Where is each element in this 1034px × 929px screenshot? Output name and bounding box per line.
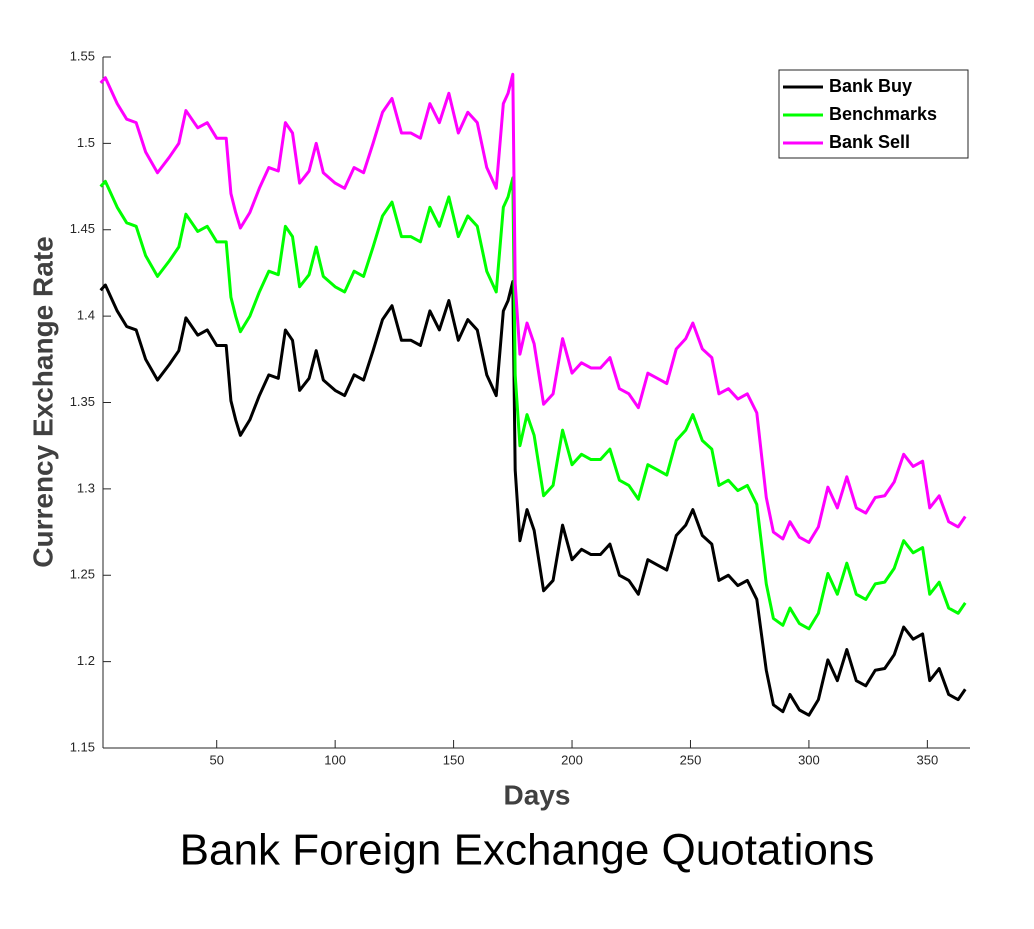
legend-label: Bank Buy xyxy=(829,76,912,96)
y-tick-label: 1.35 xyxy=(70,394,95,409)
x-tick-label: 300 xyxy=(798,752,820,767)
series-line xyxy=(99,176,967,631)
y-tick-label: 1.5 xyxy=(77,135,95,150)
x-tick-label: 350 xyxy=(917,752,939,767)
y-tick-label: 1.15 xyxy=(70,739,95,754)
y-tick-label: 1.45 xyxy=(70,221,95,236)
x-tick-label: 150 xyxy=(443,752,465,767)
x-tick-label: 200 xyxy=(561,752,583,767)
x-axis-label: Days xyxy=(504,779,571,810)
legend-label: Bank Sell xyxy=(829,132,910,152)
y-axis-label: Currency Exchange Rate xyxy=(27,236,58,567)
y-tick-label: 1.3 xyxy=(77,480,95,495)
series-line xyxy=(99,72,967,544)
y-tick-label: 1.55 xyxy=(70,48,95,63)
series-line xyxy=(99,280,967,717)
y-tick-label: 1.2 xyxy=(77,653,95,668)
x-tick-label: 250 xyxy=(680,752,702,767)
x-tick-label: 100 xyxy=(324,752,346,767)
chart-title: Bank Foreign Exchange Quotations xyxy=(180,826,875,875)
x-tick-label: 50 xyxy=(209,752,223,767)
y-tick-label: 1.4 xyxy=(77,308,95,323)
y-tick-label: 1.25 xyxy=(70,567,95,582)
legend-label: Benchmarks xyxy=(829,104,937,124)
